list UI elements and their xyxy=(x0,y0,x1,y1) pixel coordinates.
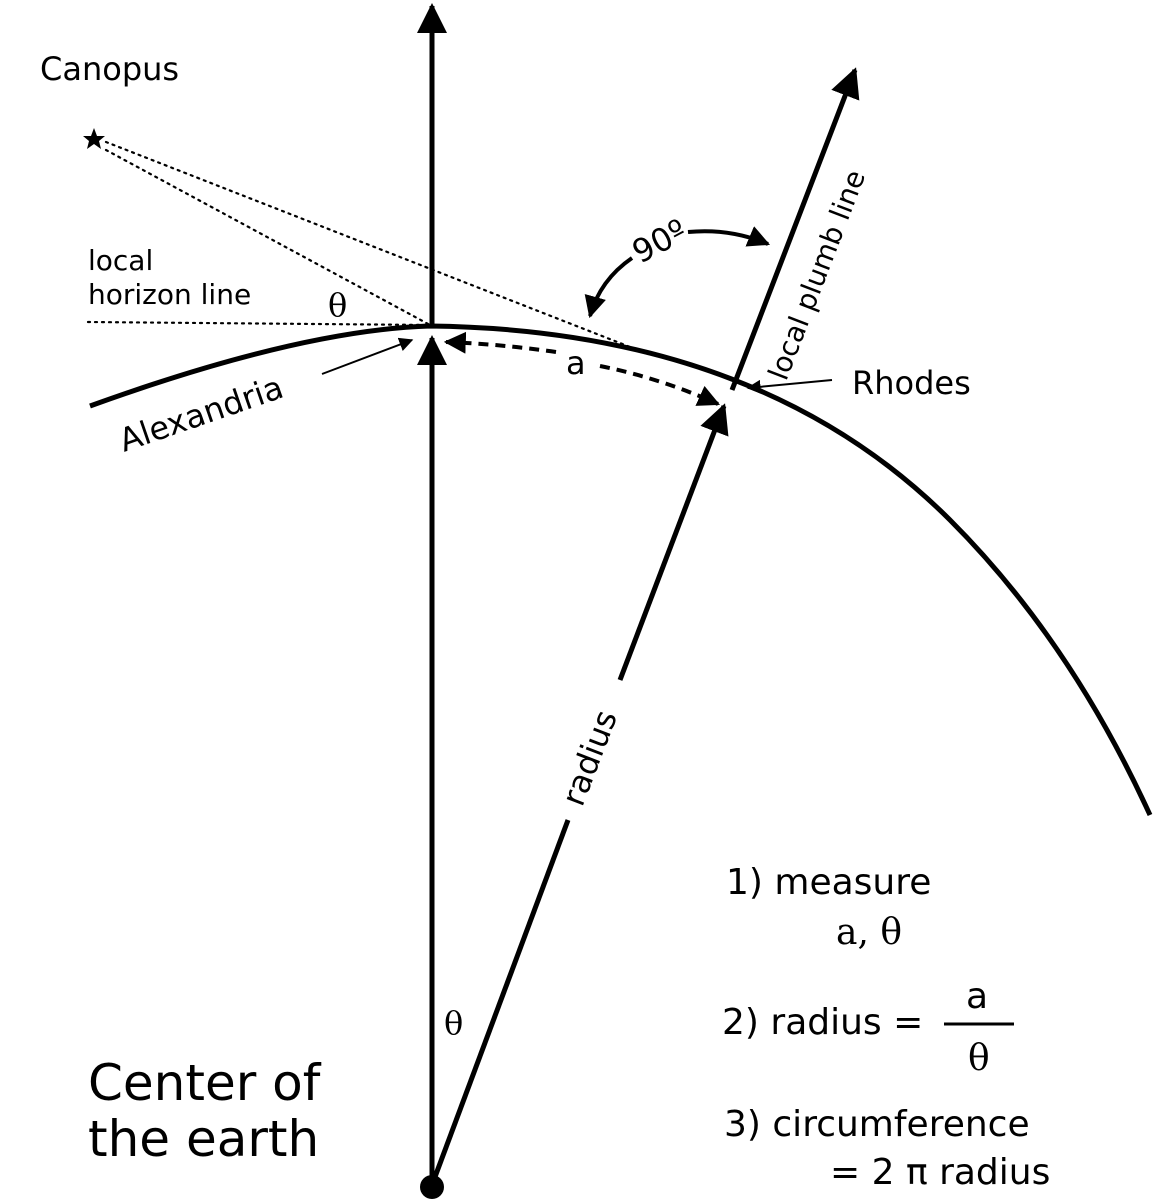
arc-a-dashed-right xyxy=(600,366,718,404)
theta-horizon-label: θ xyxy=(328,286,347,324)
step3-line2: = 2 π radius xyxy=(830,1152,1050,1193)
alexandria-pointer xyxy=(322,340,412,374)
radius-to-rhodes-upper xyxy=(620,406,724,680)
local-horizon-line xyxy=(88,322,430,325)
canopus-label: Canopus xyxy=(40,50,179,88)
angle-90-arc-left xyxy=(590,258,632,316)
arc-a-dashed-left xyxy=(446,342,556,352)
center-label-line2: the earth xyxy=(88,1110,319,1168)
alexandria-label: Alexandria xyxy=(114,368,288,460)
local-horizon-label-line1: local xyxy=(88,244,153,277)
step3-line1: 3) circumference xyxy=(724,1104,1030,1145)
theta-center-label: θ xyxy=(444,1004,463,1042)
step2-numerator: a xyxy=(966,976,988,1017)
center-label-line1: Center of xyxy=(88,1054,322,1112)
local-horizon-label-line2: horizon line xyxy=(88,278,251,311)
radius-to-rhodes-lower xyxy=(432,820,568,1185)
step1-line1: 1) measure xyxy=(726,862,931,903)
angle-90-label: 90º xyxy=(626,211,693,271)
center-dot-icon xyxy=(420,1175,444,1199)
angle-90-arc-right xyxy=(688,231,768,244)
radius-label: radius xyxy=(554,705,625,811)
arc-a-label: a xyxy=(566,344,586,382)
step1-line2: a, θ xyxy=(836,912,902,953)
step2-prefix: 2) radius = xyxy=(722,1002,923,1043)
rhodes-label: Rhodes xyxy=(852,364,971,402)
step2-denominator: θ xyxy=(968,1038,990,1079)
star-icon xyxy=(83,128,105,149)
